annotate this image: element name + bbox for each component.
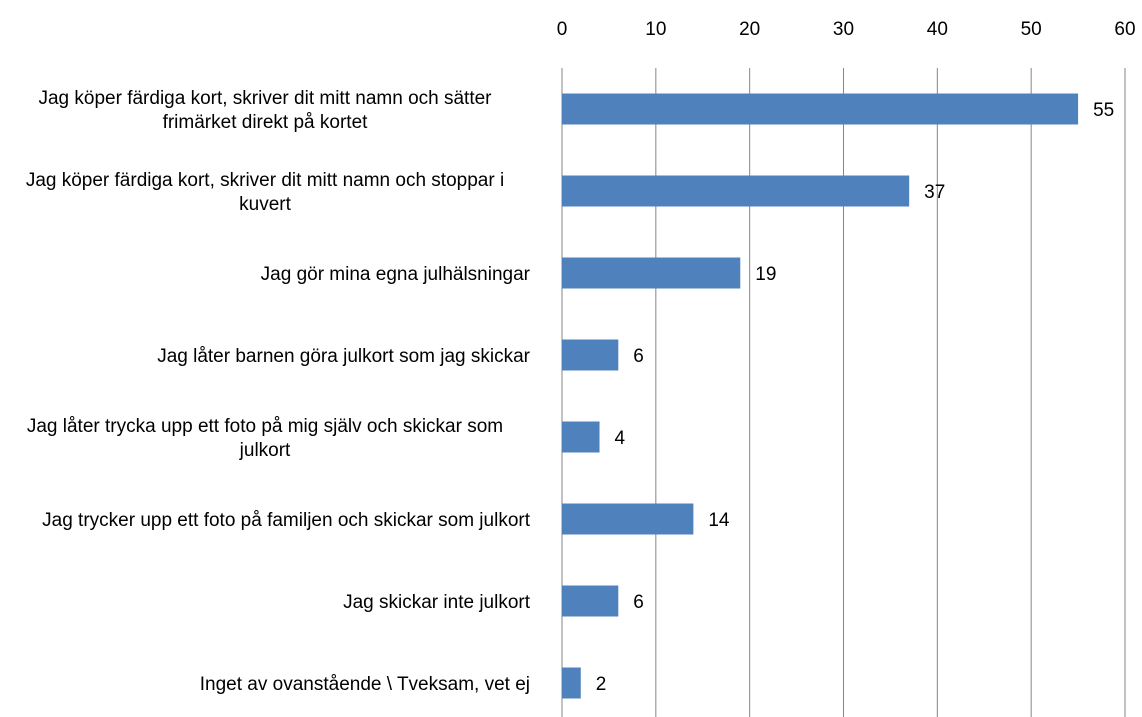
x-tick-label: 0 <box>557 19 568 40</box>
value-label: 6 <box>633 346 644 367</box>
category-label: Jag trycker upp ett foto på familjen och… <box>0 509 530 533</box>
x-tick-label: 60 <box>1114 19 1135 40</box>
x-tick-label: 10 <box>645 19 666 40</box>
category-text: Jag köper färdiga kort, skriver dit mitt… <box>38 88 492 133</box>
category-label: Jag köper färdiga kort, skriver dit mitt… <box>0 169 530 217</box>
category-text: Jag gör mina egna julhälsningar <box>260 264 530 285</box>
bar <box>562 93 1079 125</box>
bar <box>562 667 581 699</box>
category-text: Jag köper färdiga kort, skriver dit mitt… <box>25 170 505 215</box>
value-label: 6 <box>633 592 644 613</box>
bar <box>562 339 619 371</box>
category-label: Jag skickar inte julkort <box>0 591 530 615</box>
category-label: Jag köper färdiga kort, skriver dit mitt… <box>0 87 530 135</box>
bar <box>562 503 694 535</box>
bar <box>562 175 910 207</box>
category-label: Jag låter barnen göra julkort som jag sk… <box>0 345 530 369</box>
value-label: 14 <box>708 510 730 531</box>
category-text: Jag låter barnen göra julkort som jag sk… <box>157 346 530 367</box>
bar <box>562 585 619 617</box>
bar <box>562 257 741 289</box>
value-label: 19 <box>755 264 776 285</box>
category-label: Inget av ovanstående \ Tveksam, vet ej <box>0 673 530 697</box>
category-text: Jag låter trycka upp ett foto på mig sjä… <box>26 416 504 461</box>
bar <box>562 421 600 453</box>
x-tick-label: 40 <box>927 19 948 40</box>
x-tick-label: 50 <box>1021 19 1042 40</box>
category-text: Inget av ovanstående \ Tveksam, vet ej <box>199 674 530 695</box>
category-text: Jag trycker upp ett foto på familjen och… <box>42 510 530 531</box>
value-label: 4 <box>615 428 626 449</box>
x-tick-label: 30 <box>833 19 854 40</box>
category-label: Jag gör mina egna julhälsningar <box>0 263 530 287</box>
value-label: 37 <box>924 182 945 203</box>
category-text: Jag skickar inte julkort <box>343 592 530 613</box>
category-label: Jag låter trycka upp ett foto på mig sjä… <box>0 415 530 463</box>
x-tick-label: 20 <box>739 19 760 40</box>
value-label: 55 <box>1093 100 1114 121</box>
value-label: 2 <box>596 674 607 695</box>
